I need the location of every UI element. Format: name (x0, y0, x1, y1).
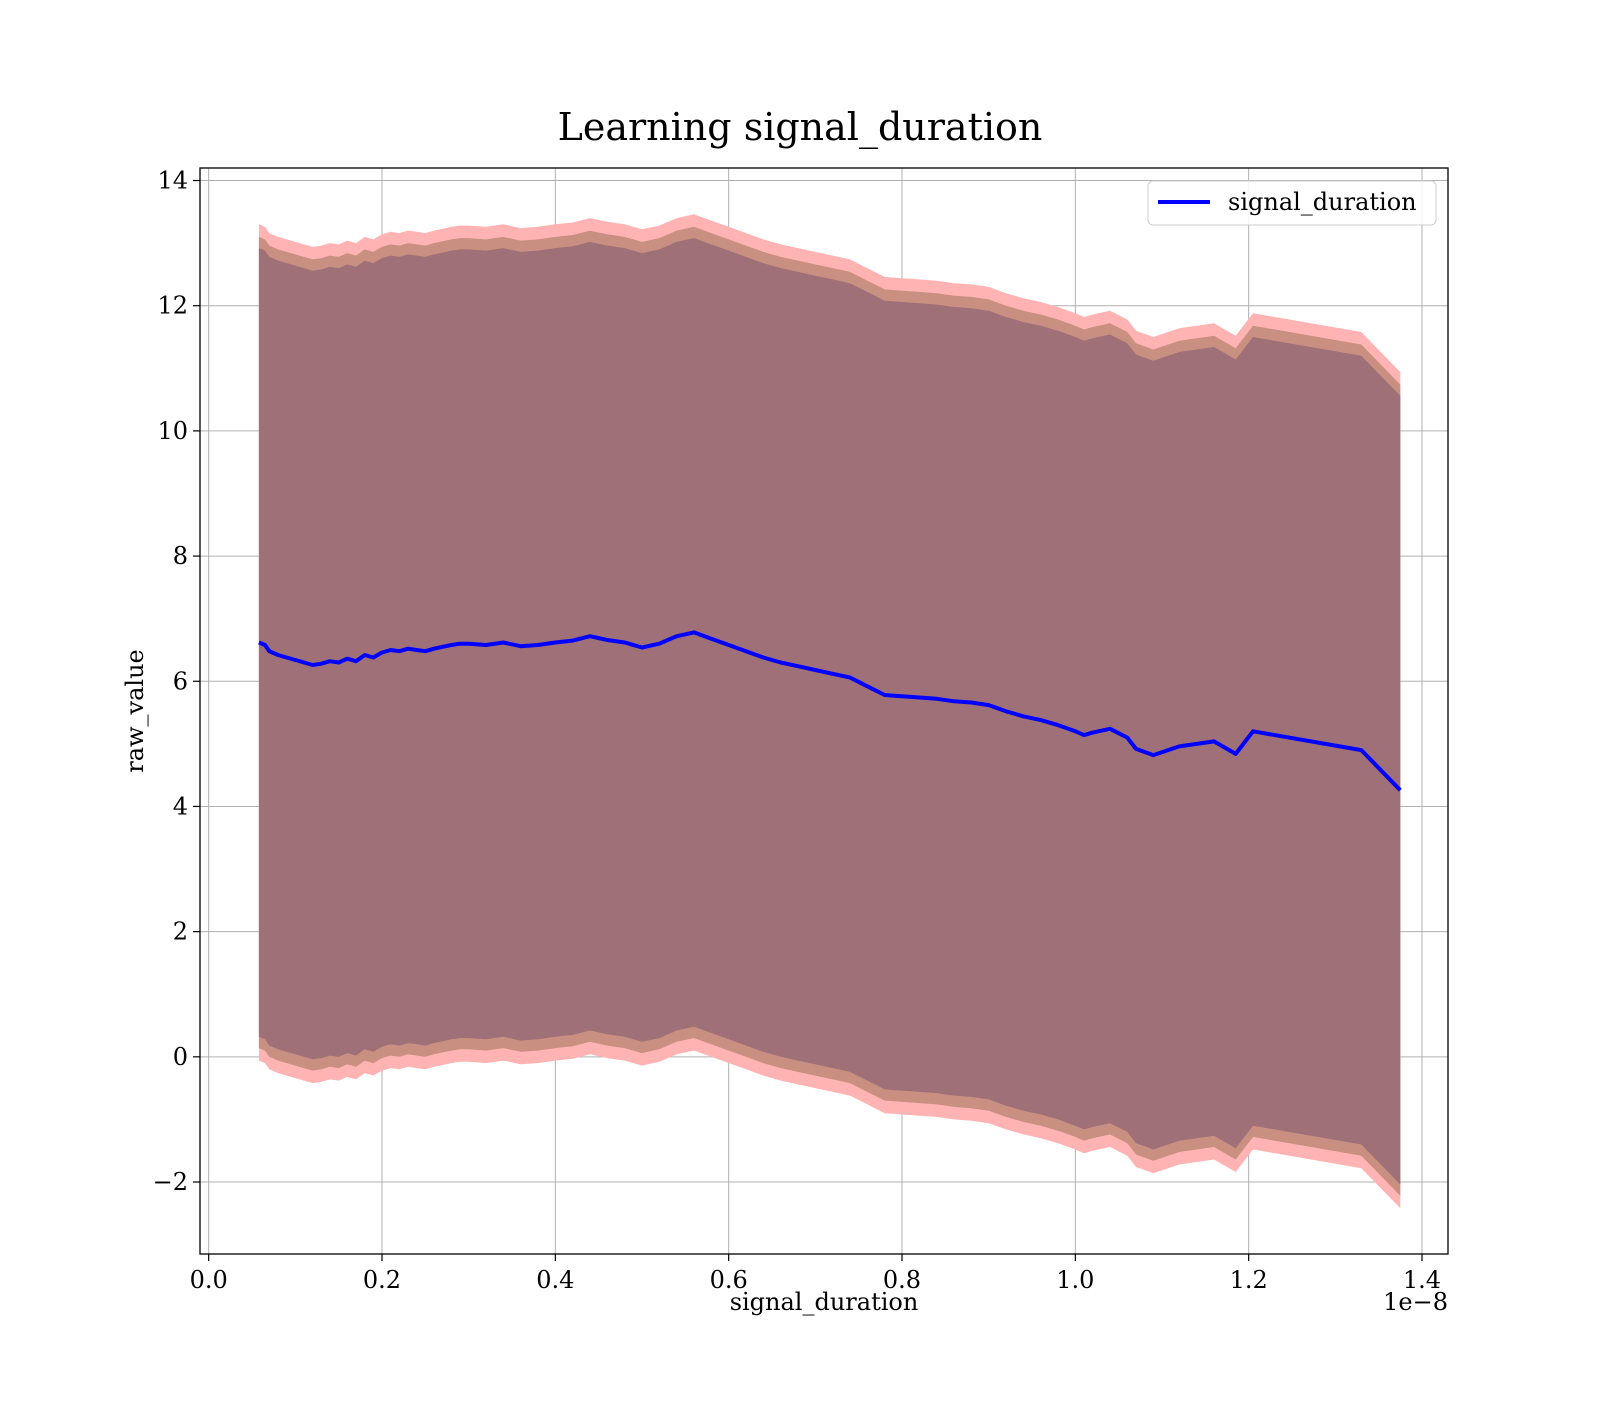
y-tick-label: 2 (173, 918, 188, 946)
chart-title: Learning signal_duration (558, 105, 1043, 150)
y-tick-label: 0 (173, 1043, 188, 1071)
legend-entry-label: signal_duration (1228, 188, 1417, 216)
x-tick-label: 0.4 (536, 1266, 574, 1294)
series-lines (258, 630, 1402, 792)
legend-box (1147, 180, 1437, 226)
band-inner (258, 238, 1401, 1185)
x-tick-label: 0.6 (710, 1266, 748, 1294)
x-tick-label: 0.2 (363, 1266, 401, 1294)
legend: signal_duration (1147, 180, 1437, 226)
x-axis-offset-label: 1e−8 (1383, 1288, 1448, 1316)
x-tick-label: 0.8 (883, 1266, 921, 1294)
plot-frame (199, 167, 1449, 1255)
x-tick-label: 1.4 (1403, 1266, 1441, 1294)
x-tick-label: 0.0 (190, 1266, 228, 1294)
y-tick-label: −2 (153, 1168, 188, 1196)
y-tick-label: 12 (157, 292, 188, 320)
y-axis-label: raw_value (121, 649, 149, 773)
series-line-signal-duration (258, 630, 1402, 792)
x-tick-label: 1.2 (1230, 1266, 1268, 1294)
x-tick-label: 1.0 (1056, 1266, 1094, 1294)
x-axis: 0.0 0.2 0.4 0.6 0.8 1.0 1.2 1.4 (190, 1254, 1441, 1294)
confidence-bands (258, 214, 1401, 1209)
y-tick-label: 4 (173, 792, 188, 820)
x-axis-label: signal_duration (730, 1288, 919, 1316)
y-tick-label: 14 (157, 167, 188, 195)
y-tick-label: 6 (173, 667, 188, 695)
y-tick-label: 8 (173, 542, 188, 570)
y-axis: −2 0 2 4 6 8 10 12 14 (153, 167, 200, 1196)
y-tick-label: 10 (157, 417, 188, 445)
